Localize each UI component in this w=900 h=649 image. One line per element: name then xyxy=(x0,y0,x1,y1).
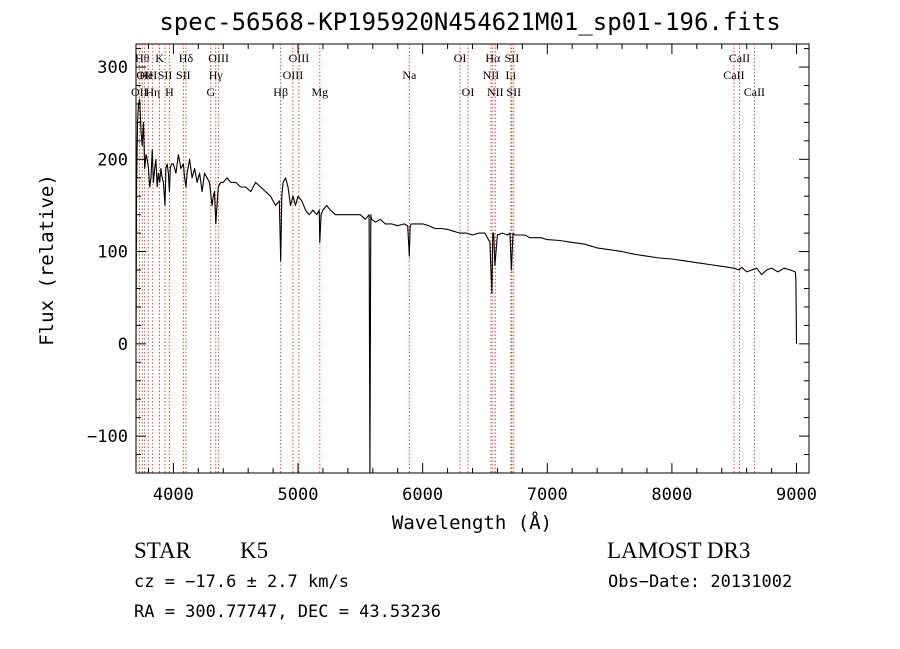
line-label: SII xyxy=(506,85,521,99)
survey-name: LAMOST DR3 xyxy=(607,538,751,563)
y-axis: −100 0 100 200 300 xyxy=(87,48,809,456)
x-tick-label: 9000 xyxy=(776,485,817,505)
x-tick-label: 4000 xyxy=(153,485,194,505)
x-tick-label: 7000 xyxy=(527,485,568,505)
line-label: Na xyxy=(402,68,417,82)
line-label: H xyxy=(165,85,174,99)
y-axis-label: Flux (relative) xyxy=(36,174,58,346)
line-label: OI xyxy=(454,51,467,65)
line-label: HeI xyxy=(139,68,157,82)
chart-title: spec-56568-KP195920N454621M01_sp01-196.f… xyxy=(159,8,780,36)
line-label: OII xyxy=(131,85,148,99)
x-tick-label: 6000 xyxy=(402,485,443,505)
x-tick-label: 8000 xyxy=(651,485,692,505)
redshift-value: cz = −17.6 ± 2.7 km/s xyxy=(134,572,349,592)
object-subclass: K5 xyxy=(240,538,269,563)
line-label: NII xyxy=(483,68,500,82)
line-label: OI xyxy=(462,85,475,99)
line-label: OII xyxy=(136,68,153,82)
x-axis-label: Wavelength (Å) xyxy=(392,511,552,534)
coordinates: RA = 300.77747, DEC = 43.53236 xyxy=(134,602,442,622)
spectrum-series-layer xyxy=(135,98,798,474)
object-class: STAR xyxy=(134,538,191,563)
line-label: Hη xyxy=(145,85,160,99)
line-label: Hγ xyxy=(209,68,224,82)
line-label: OIII xyxy=(208,51,229,65)
line-label: Hβ xyxy=(273,85,288,99)
line-label: G xyxy=(206,85,215,99)
line-label: SII xyxy=(176,68,191,82)
spectral-line-markers: OIIHθOIIHeIHηKSIIHHδSIIGHγOIIIHβOIIIOIII… xyxy=(131,44,765,473)
x-tick-label: 5000 xyxy=(278,485,319,505)
y-tick-label: 0 xyxy=(118,335,128,355)
line-label: CaII xyxy=(729,51,750,65)
line-label: K xyxy=(155,51,164,65)
plot-frame xyxy=(135,43,810,474)
line-label: Hα xyxy=(485,51,501,65)
line-label: OIII xyxy=(289,51,310,65)
line-label: SII xyxy=(505,51,520,65)
y-tick-label: 200 xyxy=(97,150,128,170)
x-axis: 4000 5000 6000 7000 8000 9000 xyxy=(147,44,817,505)
y-tick-label: 300 xyxy=(97,58,128,78)
line-label: SII xyxy=(158,68,173,82)
line-label: NII xyxy=(487,85,504,99)
line-label: CaII xyxy=(744,85,765,99)
observation-date: Obs−Date: 20131002 xyxy=(608,572,793,592)
y-tick-label: −100 xyxy=(87,427,128,447)
spectrum-chart: spec-56568-KP195920N454621M01_sp01-196.f… xyxy=(36,8,817,534)
line-label: Li xyxy=(506,68,517,82)
spectrum-line-0 xyxy=(135,98,798,474)
y-tick-label: 100 xyxy=(97,243,128,263)
line-label: CaII xyxy=(723,68,744,82)
line-label: Hδ xyxy=(179,51,194,65)
line-label: Hθ xyxy=(135,51,150,65)
line-label: Mg xyxy=(311,85,328,99)
line-label: OIII xyxy=(283,68,304,82)
